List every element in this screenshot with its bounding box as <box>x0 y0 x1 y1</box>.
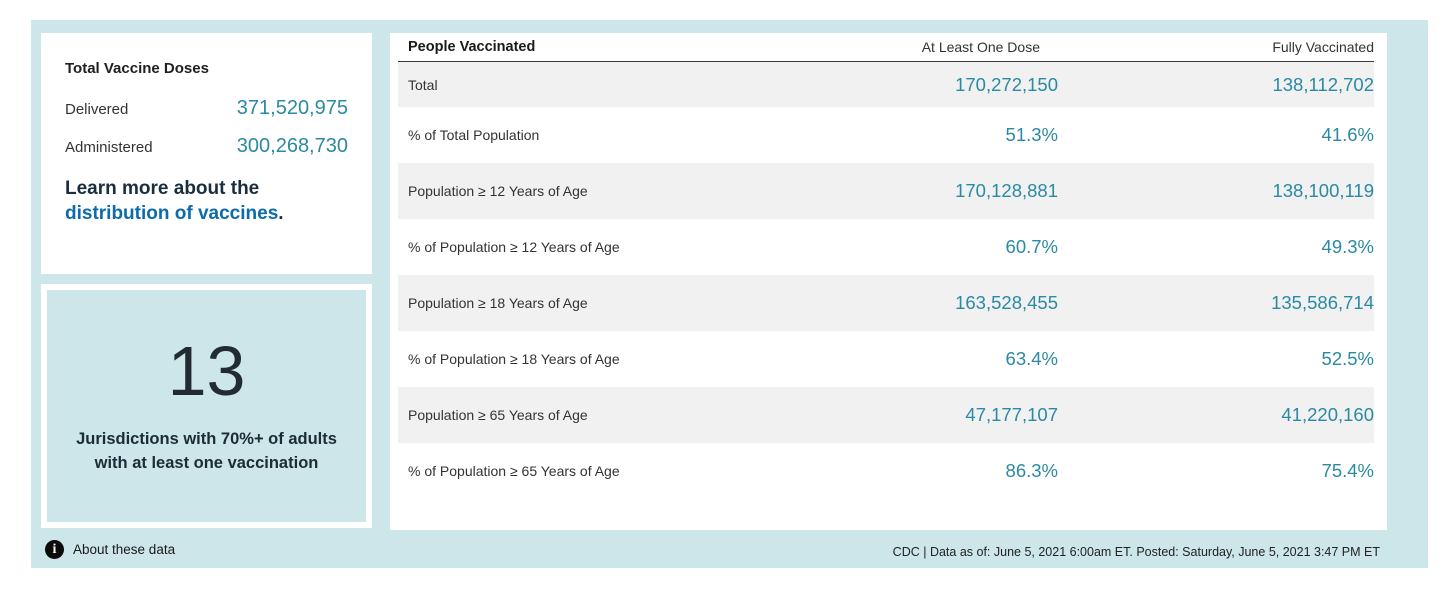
table-row: Total 170,272,150 138,112,702 <box>398 62 1374 107</box>
fully-vaccinated-value: 52.5% <box>1321 348 1374 369</box>
table-row: % of Population ≥ 65 Years of Age 86.3% 75… <box>398 443 1374 499</box>
fully-vaccinated-value: 138,100,119 <box>1272 180 1374 201</box>
learn-more-suffix: . <box>278 203 284 225</box>
delivered-row: Delivered 371,520,975 <box>65 97 348 120</box>
row-label: Population ≥ 12 Years of Age <box>408 183 588 199</box>
fully-vaccinated-value: 41,220,160 <box>1281 404 1374 425</box>
one-dose-value: 63.4% <box>1005 348 1058 369</box>
one-dose-value: 51.3% <box>1005 124 1058 145</box>
row-label: Population ≥ 65 Years of Age <box>408 407 588 423</box>
table-header-row: People Vaccinated At Least One Dose Full… <box>398 33 1374 62</box>
distribution-of-vaccines-link[interactable]: distribution of vaccines <box>65 203 279 225</box>
one-dose-value: 47,177,107 <box>965 404 1058 425</box>
one-dose-value: 86.3% <box>1005 460 1058 481</box>
fully-vaccinated-value: 135,586,714 <box>1271 292 1374 313</box>
header-people-vaccinated: People Vaccinated <box>408 39 536 55</box>
info-icon[interactable]: i <box>45 540 64 559</box>
fully-vaccinated-value: 49.3% <box>1321 236 1374 257</box>
administered-value: 300,268,730 <box>236 135 348 157</box>
table-row: % of Total Population 51.3% 41.6% <box>398 107 1374 163</box>
one-dose-value: 163,528,455 <box>955 292 1058 313</box>
people-vaccinated-table: People Vaccinated At Least One Dose Full… <box>390 33 1387 530</box>
data-source-text: CDC | Data as of: June 5, 2021 6:00am ET… <box>892 545 1380 559</box>
one-dose-value: 170,272,150 <box>955 73 1058 95</box>
row-label: % of Total Population <box>408 127 540 143</box>
one-dose-value: 170,128,881 <box>955 180 1058 201</box>
table-row: % of Population ≥ 18 Years of Age 63.4% 52… <box>398 331 1374 387</box>
one-dose-value: 60.7% <box>1005 236 1058 257</box>
learn-more-text: Learn more about the distribution of vac… <box>65 176 348 227</box>
table-body: Total 170,272,150 138,112,702 % of Total Po… <box>398 62 1374 499</box>
table-row: Population ≥ 65 Years of Age 47,177,107 41… <box>398 387 1374 443</box>
total-doses-title: Total Vaccine Doses <box>65 60 209 77</box>
row-label: Total <box>408 76 438 93</box>
administered-row: Administered 300,268,730 <box>65 135 348 158</box>
total-doses-card: Total Vaccine Doses Delivered 371,520,97… <box>41 33 372 274</box>
row-label: Population ≥ 18 Years of Age <box>408 295 588 311</box>
about-these-data-label: About these data <box>73 542 176 557</box>
delivered-value: 371,520,975 <box>236 97 348 119</box>
delivered-label: Delivered <box>65 101 129 118</box>
about-these-data[interactable]: i About these data <box>45 540 175 559</box>
table-row: % of Population ≥ 12 Years of Age 60.7% 49… <box>398 219 1374 275</box>
administered-label: Administered <box>65 139 153 156</box>
header-fully-vaccinated: Fully Vaccinated <box>1272 39 1374 55</box>
row-label: % of Population ≥ 12 Years of Age <box>408 239 620 255</box>
table-row: Population ≥ 18 Years of Age 163,528,455 1… <box>398 275 1374 331</box>
row-label: % of Population ≥ 18 Years of Age <box>408 351 620 367</box>
jurisdictions-count: 13 <box>167 332 246 411</box>
fully-vaccinated-value: 41.6% <box>1321 124 1374 145</box>
jurisdictions-caption: Jurisdictions with 70%+ of adults with a… <box>76 430 337 472</box>
fully-vaccinated-value: 138,112,702 <box>1272 73 1374 95</box>
fully-vaccinated-value: 75.4% <box>1321 460 1374 481</box>
learn-more-prefix: Learn more about the <box>65 178 260 199</box>
row-label: % of Population ≥ 65 Years of Age <box>408 463 620 479</box>
table-row: Population ≥ 12 Years of Age 170,128,881 1… <box>398 163 1374 219</box>
jurisdictions-card: 13 Jurisdictions with 70%+ of adults wit… <box>41 284 372 528</box>
header-at-least-one-dose: At Least One Dose <box>921 39 1040 55</box>
